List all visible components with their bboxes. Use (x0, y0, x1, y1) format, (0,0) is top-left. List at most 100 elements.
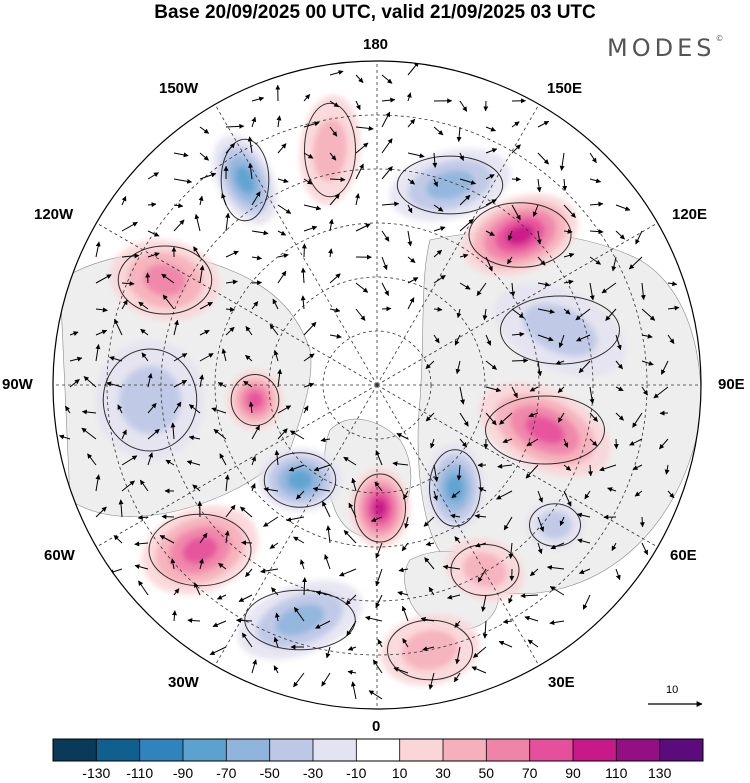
wind-vectors (58, 61, 680, 700)
wind-arrow-icon (303, 225, 318, 232)
wind-arrow-icon (225, 250, 239, 258)
wind-arrow-icon (420, 616, 435, 622)
wind-arrow-icon (299, 559, 305, 570)
meridian-line (96, 384, 378, 548)
wind-arrow-icon (381, 97, 396, 103)
wind-arrow-icon (140, 328, 149, 336)
wind-arrow-icon (589, 438, 598, 447)
wind-arrow-icon (370, 516, 383, 522)
wind-arrow-icon (615, 334, 622, 351)
colorbar-tick-label: 30 (435, 765, 451, 781)
wind-arrow-icon (251, 191, 261, 206)
wind-arrow-icon (251, 455, 256, 466)
wind-arrow-icon (503, 516, 513, 531)
colorbar-swatch (356, 739, 401, 761)
wind-arrow-icon (276, 115, 282, 128)
wind-arrow-icon (329, 152, 337, 161)
wind-arrow-icon (293, 536, 305, 544)
wind-arrow-icon (507, 230, 513, 241)
wind-arrow-icon (589, 386, 595, 404)
wind-arrow-icon (511, 358, 529, 364)
wind-arrow-icon (407, 256, 416, 263)
wind-arrow-icon (251, 255, 262, 261)
colorbar-tick-label: -50 (259, 765, 280, 781)
anomaly-red-europe (380, 614, 480, 686)
wind-arrow-icon (271, 587, 279, 596)
wind-arrow-icon (83, 376, 97, 388)
wind-arrow-icon (173, 219, 185, 232)
wind-arrow-icon (584, 490, 591, 500)
wind-arrow-icon (563, 279, 574, 285)
wind-arrow-icon (635, 230, 643, 245)
wind-arrow-icon (432, 152, 438, 168)
wind-arrow-icon (147, 172, 160, 180)
wind-arrow-icon (247, 136, 253, 154)
wind-arrow-icon (563, 464, 572, 471)
wind-arrow-icon (511, 331, 525, 337)
anomaly-level (372, 498, 388, 518)
colorbar-tick-label: -110 (126, 765, 154, 781)
wind-arrow-icon (532, 204, 539, 217)
wind-arrow-icon (667, 305, 680, 311)
wind-arrow-icon (138, 580, 149, 596)
colorbar-swatch (183, 739, 227, 761)
wind-arrow-icon (121, 221, 138, 232)
streamline-loop (354, 473, 406, 543)
wind-arrow-icon (236, 617, 253, 623)
meridian-line (376, 222, 658, 386)
wind-arrow-icon (497, 463, 513, 469)
wind-arrow-icon (393, 667, 409, 674)
wind-arrow-icon (482, 308, 488, 321)
wind-arrow-icon (141, 352, 149, 362)
streamline-loop (485, 395, 605, 465)
wind-arrow-icon (381, 306, 392, 312)
wind-arrow-icon (404, 516, 409, 529)
wind-arrow-icon (194, 582, 201, 596)
wind-arrow-icon (221, 193, 227, 206)
wind-arrow-icon (225, 123, 245, 129)
wind-arrow-icon (433, 226, 446, 232)
wind-arrow-icon (303, 178, 313, 185)
wind-arrow-icon (225, 504, 236, 518)
wind-arrow-icon (499, 412, 513, 425)
label-30e: 30E (548, 674, 575, 691)
wind-arrow-icon (375, 450, 383, 466)
wind-arrow-icon (477, 568, 487, 583)
wind-arrow-icon (186, 460, 201, 466)
wind-arrow-icon (527, 639, 539, 648)
wind-arrow-icon (381, 74, 393, 84)
wind-arrow-icon (447, 594, 461, 600)
wind-arrow-icon (251, 116, 257, 128)
wind-arrow-icon (274, 612, 280, 622)
wind-arrow-icon (485, 199, 497, 206)
wind-arrow-icon (165, 459, 175, 466)
wind-arrow-icon (217, 382, 227, 388)
wind-arrow-icon (433, 334, 440, 344)
wind-arrow-icon (95, 307, 108, 313)
wind-arrow-icon (498, 640, 513, 648)
wind-arrow-icon (329, 333, 342, 339)
wind-arrow-icon (355, 100, 361, 111)
colorbar-swatch (573, 739, 617, 761)
wind-arrow-icon (121, 281, 135, 287)
wind-arrow-icon (549, 586, 565, 596)
wind-arrow-icon (605, 308, 617, 321)
meridian-line (376, 384, 540, 666)
wind-arrow-icon (511, 386, 518, 399)
wind-arrow-icon (113, 535, 123, 544)
wind-arrow-icon (173, 203, 184, 209)
wind-arrow-icon (403, 490, 409, 500)
wind-arrow-icon (485, 256, 493, 272)
wind-arrow-icon (407, 297, 415, 310)
wind-arrow-icon (277, 368, 283, 388)
wind-arrow-icon (401, 542, 409, 552)
colorbar-swatch (313, 739, 357, 761)
wind-arrow-icon (173, 152, 189, 158)
wind-arrow-icon (589, 256, 602, 265)
wind-arrow-icon (425, 360, 435, 370)
streamline-loop (220, 138, 270, 222)
wind-arrow-icon (601, 282, 617, 294)
wind-arrow-icon (537, 120, 550, 128)
wind-arrow-icon (248, 162, 254, 180)
wind-arrow-icon (640, 282, 646, 301)
